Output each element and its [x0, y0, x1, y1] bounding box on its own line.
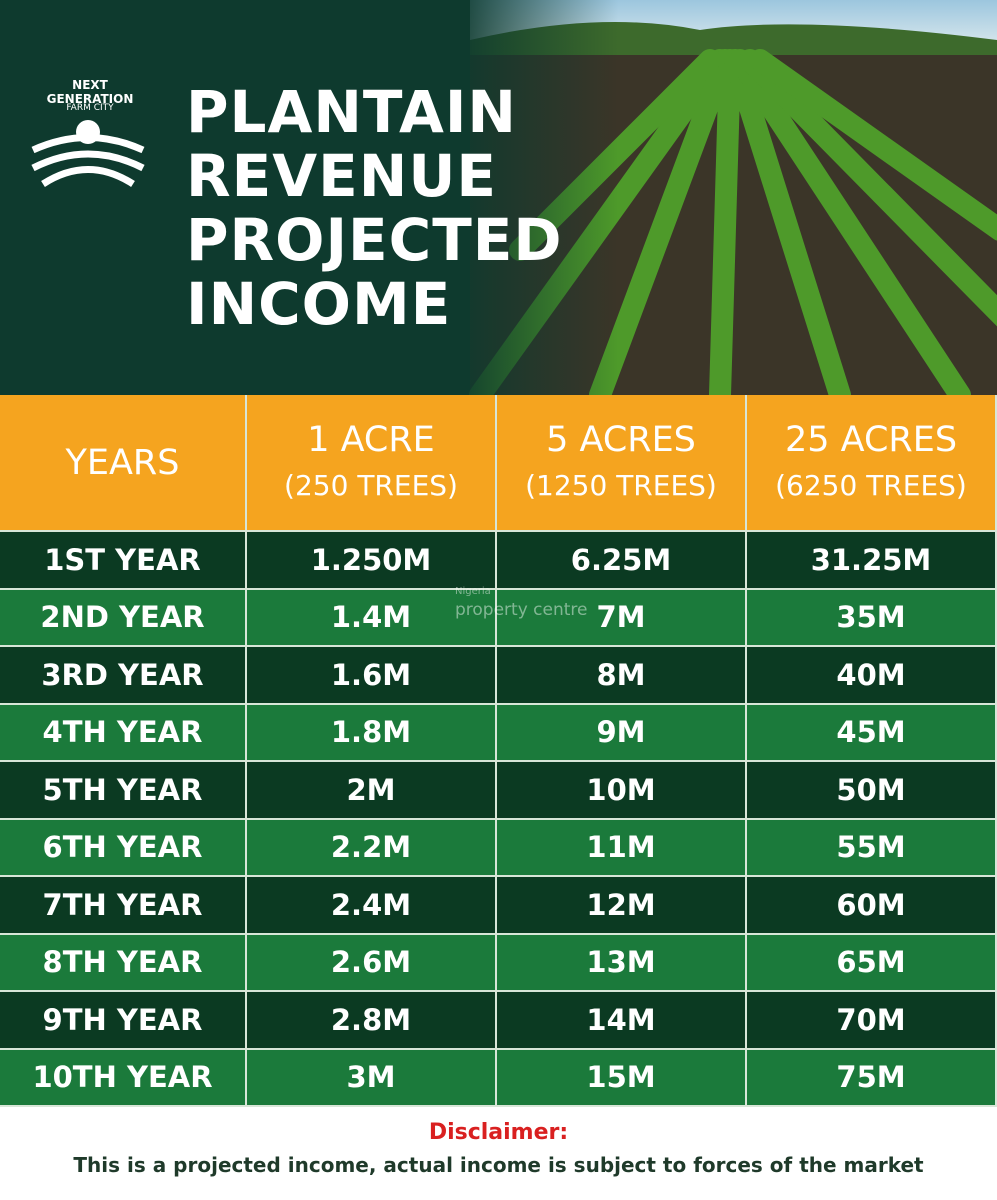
table-cell: 2.8M — [247, 992, 497, 1050]
table-cell: 55M — [747, 819, 997, 877]
header-text: 5 ACRES — [546, 419, 696, 460]
disclaimer-text: This is a projected income, actual incom… — [73, 1153, 924, 1177]
table-cell: 15M — [497, 1049, 747, 1107]
header-cell: 5 ACRES (1250 TREES) — [497, 395, 747, 532]
header-text: (250 TREES) — [284, 468, 458, 502]
table-cell: 45M — [747, 704, 997, 762]
table-cell: 2.4M — [247, 877, 497, 935]
logo-top: NEXT GENERATION — [46, 78, 134, 106]
header-text: 25 ACRES — [784, 419, 958, 460]
table-cell: 12M — [497, 877, 747, 935]
table-cell: 40M — [747, 647, 997, 705]
table-cell: 2M — [247, 762, 497, 820]
table-cell: 5TH YEAR — [0, 762, 247, 820]
table-cell: 1.8M — [247, 704, 497, 762]
table-cell: 31.25M — [747, 532, 997, 590]
table-cell: 65M — [747, 934, 997, 992]
table-cell: 2ND YEAR — [0, 589, 247, 647]
table-cell: 50M — [747, 762, 997, 820]
header-text: (1250 TREES) — [525, 468, 717, 502]
table-cell: 8TH YEAR — [0, 934, 247, 992]
table-cell: 10TH YEAR — [0, 1049, 247, 1107]
table-cell: 9TH YEAR — [0, 992, 247, 1050]
header-cell: 1 ACRE (250 TREES) — [247, 395, 497, 532]
table-cell: 2.2M — [247, 819, 497, 877]
header-text: 1 ACRE — [307, 419, 435, 460]
table-cell: 9M — [497, 704, 747, 762]
table-cell: 6.25M — [497, 532, 747, 590]
table-cell: 3RD YEAR — [0, 647, 247, 705]
table-cell: 14M — [497, 992, 747, 1050]
table-cell: 13M — [497, 934, 747, 992]
table-cell: 60M — [747, 877, 997, 935]
table-cell: 3M — [247, 1049, 497, 1107]
title: PLANTAIN REVENUE PROJECTED INCOME — [186, 80, 563, 336]
table-cell: 1.6M — [247, 647, 497, 705]
field-image — [0, 0, 997, 395]
watermark-top: Nigeria — [455, 586, 491, 597]
table-cell: 8M — [497, 647, 747, 705]
table-cell: 11M — [497, 819, 747, 877]
table-cell: 1.250M — [247, 532, 497, 590]
title-line: PLANTAIN — [186, 78, 517, 146]
table-cell: 75M — [747, 1049, 997, 1107]
table-cell: 7TH YEAR — [0, 877, 247, 935]
table-cell: 1ST YEAR — [0, 532, 247, 590]
watermark-bottom: property centre — [455, 600, 588, 620]
header-text: (6250 TREES) — [775, 468, 967, 502]
table-cell: 2.6M — [247, 934, 497, 992]
title-line: INCOME — [186, 270, 452, 338]
table-cell: 4TH YEAR — [0, 704, 247, 762]
disclaimer-title: Disclaimer: — [428, 1120, 569, 1145]
header: NEXT GENERATION FARM CITY PLANTAIN REVENU… — [0, 0, 997, 395]
logo-bottom: FARM CITY — [66, 103, 114, 113]
title-line: REVENUE — [186, 142, 498, 210]
table-cell: 7M — [497, 589, 747, 647]
table-cell: 70M — [747, 992, 997, 1050]
table-cell: 6TH YEAR — [0, 819, 247, 877]
table-cell: 10M — [497, 762, 747, 820]
title-line: PROJECTED — [186, 206, 563, 274]
watermark: Nigeria property centre — [455, 583, 588, 619]
header-cell: 25 ACRES (6250 TREES) — [747, 395, 997, 532]
table-cell: 1.4M — [247, 589, 497, 647]
header-cell: YEARS — [0, 395, 247, 532]
header-text: YEARS — [65, 442, 180, 483]
table-cell: 35M — [747, 589, 997, 647]
